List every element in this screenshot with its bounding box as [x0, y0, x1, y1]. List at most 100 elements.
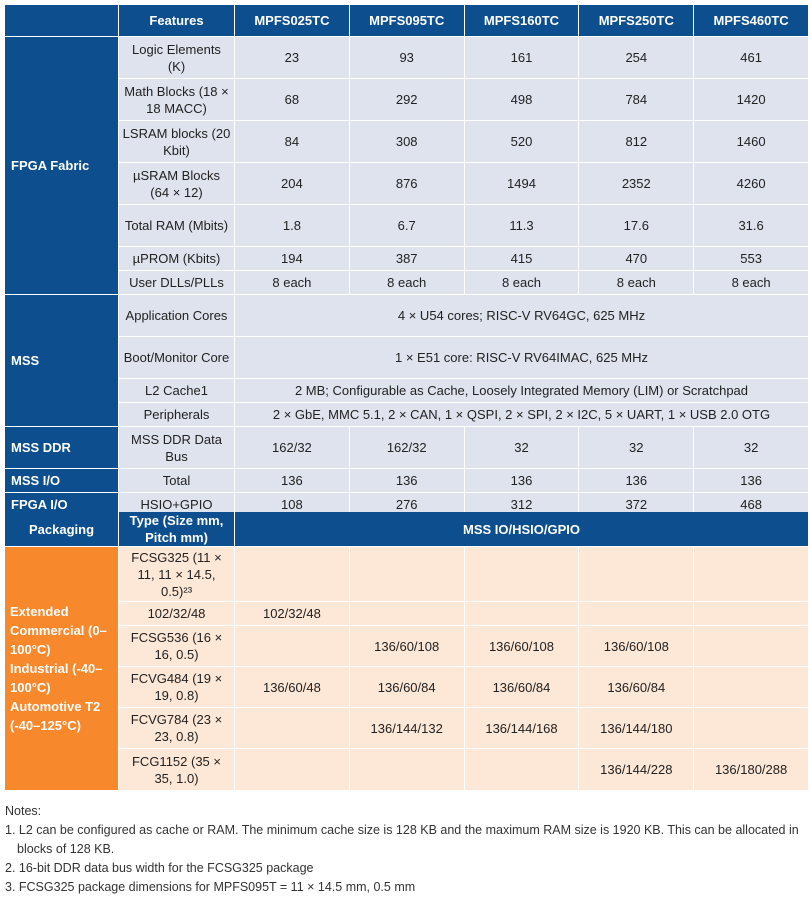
table-row: FPGA Fabric Logic Elements (K) 23 93 161 254 4… [5, 37, 808, 294]
package-io-value: 136/144/132 [349, 708, 464, 748]
package-io-value [349, 749, 464, 790]
feature-value: 4 × U54 cores; RISC-V RV64GC, 625 MHz [235, 295, 808, 336]
package-type: FCG1152 (35 × 35, 1.0) [119, 749, 234, 790]
table-row: Math Blocks (18 × 18 MACC) 68 292 498 784 142… [5, 79, 808, 120]
feature-value: 162/32 [349, 427, 464, 468]
package-io-value: 136/144/180 [579, 708, 694, 748]
notes: Notes: 1. L2 can be configured as cache … [5, 802, 805, 897]
feature-value: 8 each [464, 271, 579, 294]
package-io-value [694, 708, 808, 748]
feature-value: 136 [464, 469, 579, 492]
temperature-grade: Extended Commercial (0–100°C) [10, 604, 107, 657]
feature-value: 372 [579, 493, 694, 516]
device-header: MPFS095TC [349, 5, 464, 36]
feature-value: 8 each [349, 271, 464, 294]
feature-value: 1494 [464, 163, 579, 204]
feature-value: 136 [349, 469, 464, 492]
table-row: Total RAM (Mbits) 1.8 6.7 11.3 17.6 31.6 [5, 205, 808, 246]
note-2: 2. 16-bit DDR data bus width for the FCS… [5, 861, 314, 875]
group-label: FPGA Fabric [5, 37, 118, 294]
feature-value: 387 [349, 247, 464, 270]
feature-value: 8 each [579, 271, 694, 294]
feature-value: 194 [235, 247, 349, 270]
package-io-value: 136/60/84 [349, 667, 464, 707]
package-io-value [694, 547, 808, 601]
package-io-value: 136/60/108 [579, 626, 694, 666]
feature-value: 31.6 [694, 205, 808, 246]
feature-value: 520 [464, 121, 579, 162]
features-header-row: Features MPFS025TC MPFS095TC MPFS160TC MPFS2… [5, 5, 808, 36]
package-io-value [694, 667, 808, 707]
package-io-value [464, 749, 579, 790]
device-header: MPFS025TC [235, 5, 349, 36]
feature-label: L2 Cache1 [119, 379, 234, 402]
package-io-value [235, 749, 349, 790]
package-io-value: 136/60/48 [235, 667, 349, 707]
table-row: Peripherals 2 × GbE, MMC 5.1, 2 × CAN, 1 … [5, 403, 808, 426]
packaging-table: Packaging Type (Size mm, Pitch mm) MSS I… [4, 511, 809, 791]
group-label: MSS DDR [5, 427, 118, 468]
feature-value: 470 [579, 247, 694, 270]
temperature-grade: Industrial (-40–100°C) [10, 661, 103, 695]
feature-value: 312 [464, 493, 579, 516]
package-row: FCVG484 (19 × 19, 0.8) 136/60/48 136/60/84… [5, 667, 808, 707]
feature-value: 6.7 [349, 205, 464, 246]
package-type: FCVG484 (19 × 19, 0.8) [119, 667, 234, 707]
feature-label: HSIO+GPIO [119, 493, 234, 516]
notes-title: Notes: [5, 804, 42, 818]
package-io-value [579, 547, 694, 601]
package-io-value: 136/60/108 [349, 626, 464, 666]
feature-value: 292 [349, 79, 464, 120]
temperature-grade: Automotive T2 (-40–125°C) [10, 699, 101, 733]
feature-value: 161 [464, 37, 579, 78]
feature-label: LSRAM blocks (20 Kbit) [119, 121, 234, 162]
table-row: MSS I/O Total 136 136 136 136 136 [5, 469, 808, 492]
table-row: MSS DDR MSS DDR Data Bus 162/32 162/32 32 32 3… [5, 427, 808, 468]
packaging-header: Packaging [5, 512, 118, 546]
package-io-value: 136/180/288 [694, 749, 808, 790]
package-io-value: 102/32/48 [235, 602, 349, 625]
feature-label: Total [119, 469, 234, 492]
package-io-value: 136/60/108 [464, 626, 579, 666]
feature-value: 254 [579, 37, 694, 78]
package-row: 102/32/48 102/32/48 [5, 602, 808, 625]
feature-value: 1420 [694, 79, 808, 120]
io-header: MSS IO/HSIO/GPIO [235, 512, 808, 546]
feature-value: 1460 [694, 121, 808, 162]
feature-value: 84 [235, 121, 349, 162]
feature-value: 93 [349, 37, 464, 78]
feature-value: 32 [694, 427, 808, 468]
package-io-value [464, 547, 579, 601]
package-type: FCSG536 (16 × 16, 0.5) [119, 626, 234, 666]
feature-value: 784 [579, 79, 694, 120]
device-features-table: Features MPFS025TC MPFS095TC MPFS160TC MPFS2… [4, 4, 809, 517]
group-label: MSS I/O [5, 469, 118, 492]
table-row: LSRAM blocks (20 Kbit) 84 308 520 812 1460 [5, 121, 808, 162]
package-row: FCVG784 (23 × 23, 0.8) 136/144/132 136/144… [5, 708, 808, 748]
feature-value: 136 [235, 469, 349, 492]
feature-label: Peripherals [119, 403, 234, 426]
package-io-value [235, 547, 349, 601]
feature-label: Boot/Monitor Core [119, 337, 234, 378]
feature-label: µSRAM Blocks (64 × 12) [119, 163, 234, 204]
note-3: 3. FCSG325 package dimensions for MPFS09… [5, 880, 416, 894]
feature-value: 1.8 [235, 205, 349, 246]
feature-value: 876 [349, 163, 464, 204]
package-row: Extended Commercial (0–100°C) Industrial … [5, 547, 808, 790]
package-io-value [694, 602, 808, 625]
feature-value: 308 [349, 121, 464, 162]
table-row: User DLLs/PLLs 8 each 8 each 8 each 8 each 8 … [5, 271, 808, 294]
feature-value: 2 × GbE, MMC 5.1, 2 × CAN, 1 × QSPI, 2 ×… [235, 403, 808, 426]
package-io-value: 136/144/228 [579, 749, 694, 790]
feature-value: 162/32 [235, 427, 349, 468]
package-io-value [235, 708, 349, 748]
features-header: Features [119, 5, 234, 36]
table-row: µSRAM Blocks (64 × 12) 204 876 1494 2352 4260 [5, 163, 808, 204]
feature-value: 136 [579, 469, 694, 492]
table-row: MSS Application Cores 4 × U54 cores; RISC-… [5, 295, 808, 426]
group-label: MSS [5, 295, 118, 426]
package-type: FCVG784 (23 × 23, 0.8) [119, 708, 234, 748]
feature-value: 23 [235, 37, 349, 78]
feature-label: Application Cores [119, 295, 234, 336]
package-io-value [349, 547, 464, 601]
